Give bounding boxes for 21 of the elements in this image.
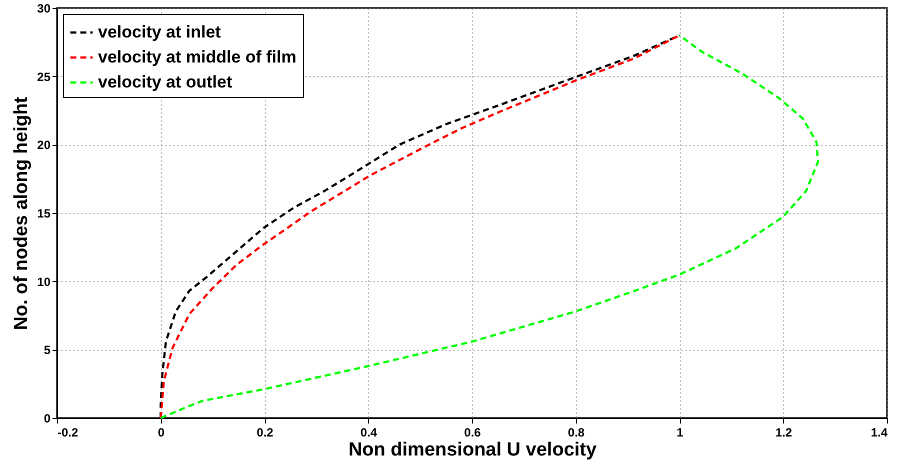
- x-tick-label: 0: [158, 426, 165, 440]
- y-tick-label: 30: [37, 2, 51, 16]
- x-tick-label: 0.4: [360, 426, 378, 440]
- x-tick-label: 1: [676, 426, 684, 440]
- y-axis-title: No. of nodes along height: [11, 96, 32, 330]
- legend-label: velocity at outlet: [98, 72, 232, 92]
- x-tick-label: 0.6: [464, 426, 482, 440]
- x-tick-label: 1.4: [870, 426, 888, 440]
- x-axis-title: Non dimensional U velocity: [348, 440, 597, 460]
- y-tick-label: 10: [37, 274, 51, 289]
- legend-label: velocity at middle of film: [98, 48, 296, 66]
- x-tick-label: 1.2: [775, 426, 792, 440]
- y-tick-label: 25: [37, 70, 51, 84]
- x-tick-label: 0.8: [568, 426, 585, 440]
- legend-label: velocity at inlet: [98, 22, 222, 42]
- x-tick-label: 0.2: [256, 426, 274, 440]
- y-tick-label: 15: [37, 206, 51, 220]
- x-tick-label: -0.2: [58, 426, 79, 440]
- y-tick-label: 0: [44, 412, 51, 426]
- y-tick-label: 20: [37, 138, 51, 152]
- y-tick-label: 5: [44, 343, 51, 358]
